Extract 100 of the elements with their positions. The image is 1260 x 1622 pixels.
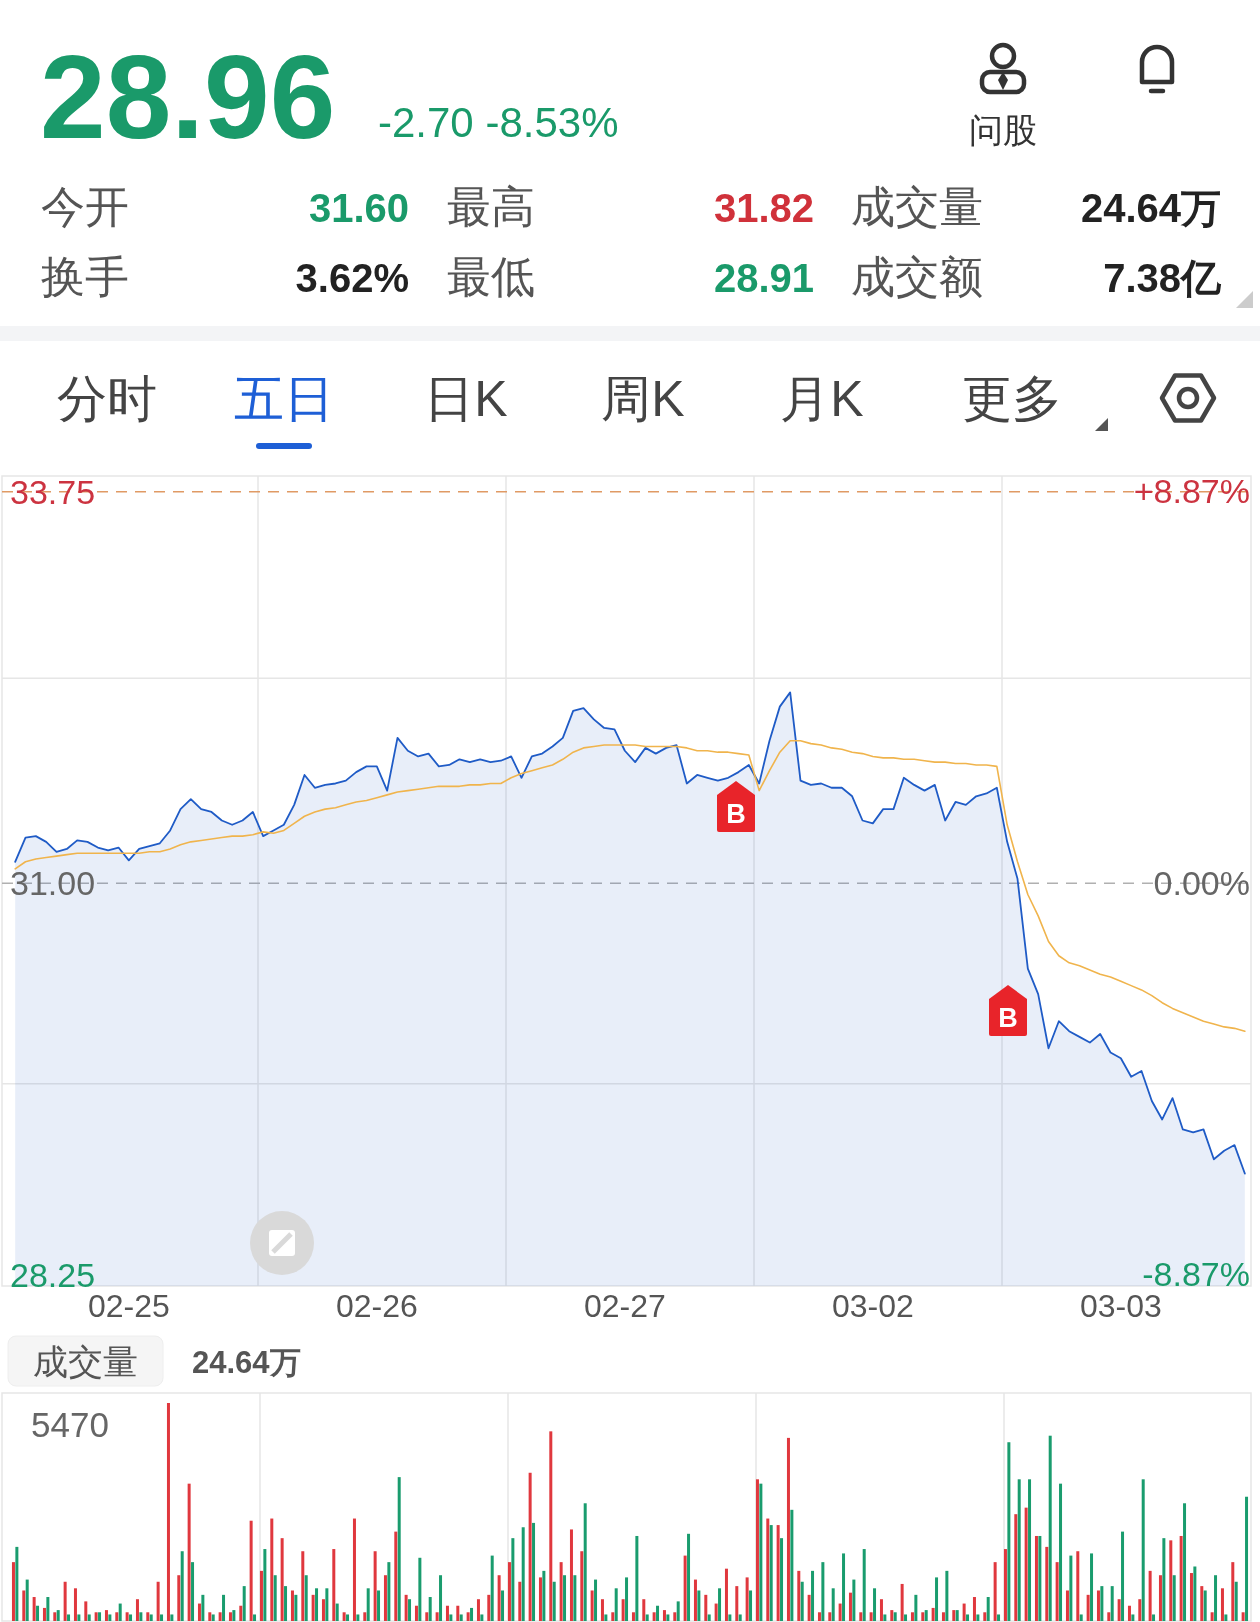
bar (1034, 1535, 1038, 1621)
bar (366, 1588, 370, 1621)
bar (1200, 1586, 1204, 1621)
bar (642, 1599, 646, 1621)
bar (673, 1612, 677, 1621)
bar (363, 1612, 367, 1621)
bar (1193, 1566, 1197, 1621)
bar (1024, 1507, 1028, 1621)
bar (993, 1562, 997, 1621)
bar (976, 1614, 980, 1621)
bar (108, 1614, 112, 1621)
chart-subtitle: 24.64万 (192, 1345, 301, 1380)
bar (697, 1590, 701, 1621)
bar (356, 1614, 360, 1621)
bar (542, 1570, 546, 1621)
bar (156, 1581, 160, 1621)
bar (497, 1575, 501, 1621)
bar (197, 1603, 201, 1621)
bar (394, 1531, 398, 1621)
bar (1141, 1479, 1145, 1621)
bar (910, 1612, 914, 1621)
bar (232, 1610, 236, 1621)
bar (1055, 1562, 1059, 1621)
bar (1076, 1551, 1080, 1621)
bar (573, 1575, 577, 1621)
bar (36, 1605, 40, 1621)
y2-tick-label: 0.00% (1153, 863, 1250, 902)
bar (11, 1562, 15, 1621)
bar (294, 1594, 298, 1621)
bar (1210, 1612, 1214, 1621)
bar (941, 1612, 945, 1621)
bar (170, 1614, 174, 1621)
bar (470, 1607, 474, 1621)
category-label: 五日 (234, 371, 334, 427)
bar (728, 1614, 732, 1621)
bar (1203, 1590, 1207, 1621)
bar (831, 1588, 835, 1621)
text: 7.38亿 (1103, 256, 1222, 300)
bar (459, 1614, 463, 1621)
bar (387, 1562, 391, 1621)
bar (335, 1603, 339, 1621)
bar (518, 1581, 522, 1621)
bar (625, 1577, 629, 1621)
annotation: B (998, 1003, 1018, 1033)
bar (1231, 1562, 1235, 1621)
bar (738, 1614, 742, 1621)
category-label: 月K (780, 371, 864, 427)
text: 24.64万 (1080, 186, 1221, 230)
text: 最低 (447, 252, 535, 301)
bar (1152, 1614, 1156, 1621)
bar (838, 1603, 842, 1621)
bar (1158, 1575, 1162, 1621)
bar (449, 1614, 453, 1621)
bar (15, 1546, 19, 1621)
bar (532, 1522, 536, 1621)
bar (373, 1551, 377, 1621)
text: 3.62% (295, 256, 409, 300)
bar (445, 1605, 449, 1621)
chart-title: 成交量 (32, 1342, 138, 1381)
text: 成交量 (851, 182, 983, 231)
bar (1121, 1531, 1125, 1621)
bar (776, 1525, 780, 1621)
bar (693, 1579, 697, 1621)
bar (707, 1614, 711, 1621)
bar (301, 1551, 305, 1621)
bar (1048, 1435, 1052, 1621)
bar (476, 1599, 480, 1621)
bar (1234, 1581, 1238, 1621)
bar (1059, 1483, 1063, 1621)
bar (98, 1612, 102, 1621)
bar (766, 1518, 770, 1621)
bar (346, 1614, 350, 1621)
text: 31.60 (308, 186, 409, 230)
bar (842, 1553, 846, 1621)
bar (676, 1601, 680, 1621)
text: 28.91 (713, 256, 814, 300)
bar (745, 1577, 749, 1621)
bar (490, 1555, 494, 1621)
bar (1096, 1590, 1100, 1621)
bar (177, 1575, 181, 1621)
bar (583, 1503, 587, 1621)
bar (645, 1614, 649, 1621)
bar (635, 1535, 639, 1621)
bar (914, 1594, 918, 1621)
bar (1007, 1442, 1011, 1621)
bar (1214, 1575, 1218, 1621)
bar (242, 1586, 246, 1621)
bar (563, 1575, 567, 1621)
y2-tick-label: +8.87% (1133, 472, 1250, 511)
bar (480, 1614, 484, 1621)
x-tick-label: 03-02 (831, 1288, 914, 1324)
bar (135, 1599, 139, 1621)
bar (67, 1614, 71, 1621)
bar (166, 1403, 170, 1621)
bar (315, 1588, 319, 1621)
text: 换手 (41, 252, 129, 301)
bar (735, 1586, 739, 1621)
bar (1162, 1538, 1166, 1621)
bar (397, 1477, 401, 1621)
bar (180, 1551, 184, 1621)
